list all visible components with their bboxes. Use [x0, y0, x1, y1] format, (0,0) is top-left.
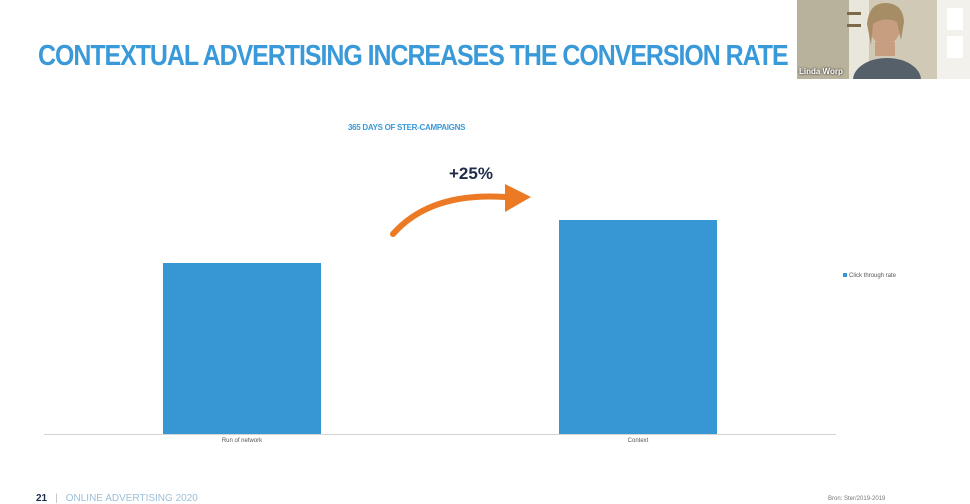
source-note: Bron: Ster/2019-2019 [828, 496, 886, 502]
growth-label: +25% [449, 164, 493, 183]
chart-legend: Click through rate [843, 273, 896, 279]
bar-context [559, 220, 717, 434]
chart-title: 365 DAYS OF STER-CAMPAIGNS [348, 123, 466, 132]
participant-video[interactable]: Linda Worp [797, 0, 970, 79]
legend-label: Click through rate [849, 273, 897, 279]
footer-title: ONLINE ADVERTISING 2020 [65, 493, 198, 504]
x-tick-label: Run of network [221, 438, 263, 444]
page-number: 21 [36, 493, 48, 504]
legend-swatch [843, 273, 847, 278]
footer-separator: | [55, 493, 58, 504]
x-axis-line [44, 434, 836, 435]
slide-footer: 21 | ONLINE ADVERTISING 2020 [36, 493, 198, 504]
participant-name: Linda Worp [799, 67, 843, 76]
x-tick-label: Context [627, 438, 649, 444]
slide-title: CONTEXTUAL ADVERTISING INCREASES THE CON… [38, 40, 789, 72]
participant-video-frame [797, 0, 970, 79]
bar-run-of-network [163, 262, 321, 434]
